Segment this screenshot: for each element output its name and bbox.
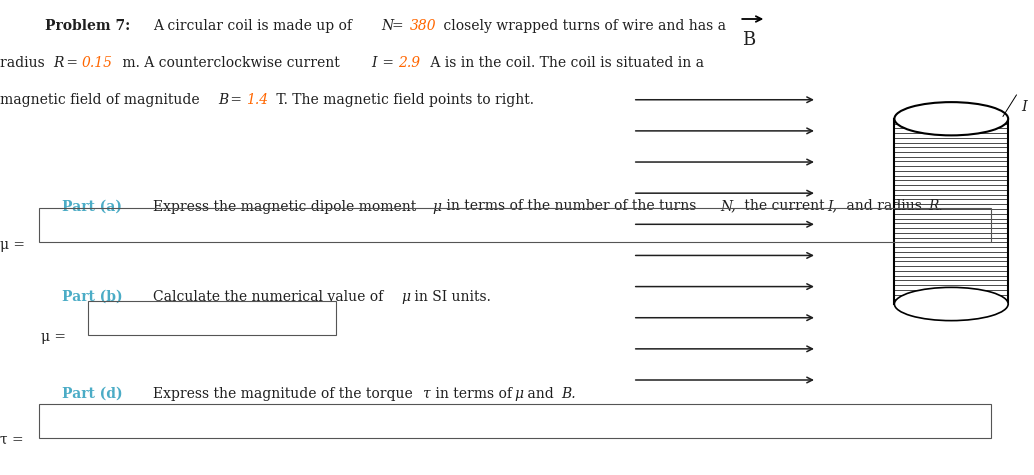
Ellipse shape: [894, 287, 1008, 321]
Text: I: I: [371, 56, 376, 70]
Text: τ =: τ =: [0, 433, 24, 447]
Ellipse shape: [894, 102, 1008, 135]
Text: μ =: μ =: [41, 330, 66, 344]
Text: Calculate the numerical value of: Calculate the numerical value of: [153, 290, 388, 304]
Text: μ: μ: [401, 290, 410, 304]
Text: 2.9: 2.9: [398, 56, 420, 70]
Text: Part (a): Part (a): [62, 200, 122, 213]
Text: R: R: [53, 56, 63, 70]
Bar: [39, 208, 991, 242]
Text: μ =: μ =: [0, 238, 25, 251]
Text: A is in the coil. The coil is situated in a: A is in the coil. The coil is situated i…: [426, 56, 704, 70]
Text: μ: μ: [432, 200, 442, 213]
Text: Problem 7:: Problem 7:: [45, 19, 130, 33]
Text: 0.15: 0.15: [82, 56, 113, 70]
Text: N: N: [382, 19, 394, 33]
Text: magnetic field of magnitude: magnetic field of magnitude: [0, 93, 204, 107]
Text: B: B: [742, 31, 756, 49]
Text: =: =: [62, 56, 83, 70]
Text: R.: R.: [929, 200, 943, 213]
Text: Express the magnetic dipole moment: Express the magnetic dipole moment: [153, 200, 421, 213]
Text: and radius: and radius: [842, 200, 925, 213]
Text: T. The magnetic field points to right.: T. The magnetic field points to right.: [272, 93, 534, 107]
Bar: [88, 301, 336, 335]
Text: Express the magnitude of the torque: Express the magnitude of the torque: [153, 387, 417, 401]
Text: Part (d): Part (d): [62, 387, 123, 401]
Text: B.: B.: [561, 387, 576, 401]
Text: radius: radius: [0, 56, 50, 70]
Text: =: =: [378, 56, 399, 70]
Text: μ: μ: [514, 387, 523, 401]
Text: the current: the current: [740, 200, 829, 213]
Text: 1.4: 1.4: [246, 93, 268, 107]
Text: in terms of: in terms of: [431, 387, 517, 401]
Text: in terms of the number of the turns: in terms of the number of the turns: [442, 200, 700, 213]
Text: closely wrapped turns of wire and has a: closely wrapped turns of wire and has a: [439, 19, 727, 33]
Text: B: B: [218, 93, 229, 107]
Text: Part (b): Part (b): [62, 290, 123, 304]
Text: I: I: [1022, 100, 1028, 114]
Text: m. A counterclockwise current: m. A counterclockwise current: [118, 56, 344, 70]
Text: N,: N,: [721, 200, 736, 213]
Text: I,: I,: [827, 200, 838, 213]
Text: A circular coil is made up of: A circular coil is made up of: [153, 19, 357, 33]
Text: in SI units.: in SI units.: [410, 290, 491, 304]
Text: =: =: [392, 19, 407, 33]
Text: τ: τ: [422, 387, 429, 401]
Text: and: and: [523, 387, 558, 401]
Text: 380: 380: [409, 19, 436, 33]
Text: =: =: [226, 93, 247, 107]
Bar: [39, 404, 991, 438]
